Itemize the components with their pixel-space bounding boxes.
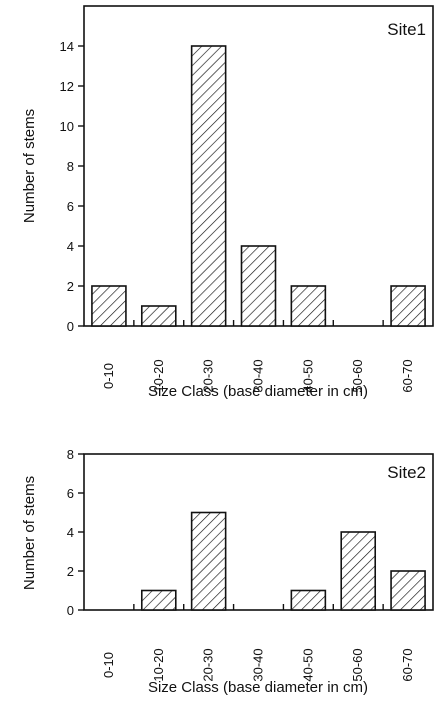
y-axis-label: Number of stems — [21, 476, 38, 590]
y-tick-label: 4 — [67, 525, 74, 540]
x-tick-label: 40-50 — [300, 359, 315, 392]
y-tick-label: 8 — [67, 159, 74, 174]
x-tick-label: 0-10 — [101, 652, 116, 678]
x-tick-label: 10-20 — [151, 648, 166, 681]
y-tick-label: 0 — [67, 603, 74, 618]
x-tick-label: 20-30 — [201, 359, 216, 392]
x-tick-label: 50-60 — [350, 359, 365, 392]
x-tick-label: 10-20 — [151, 359, 166, 392]
chart-panel-site2: 0 2 4 6 8 0-10 10-20 20-30 30-40 40-50 50-60 60-70… — [21, 447, 434, 696]
bar-0-10 — [91, 285, 127, 327]
x-tick-label: 30-40 — [251, 359, 266, 392]
x-tick-label: 60-70 — [400, 359, 415, 392]
x-tick-label: 30-40 — [251, 648, 266, 681]
bar-10-20 — [140, 305, 177, 327]
y-tick-label: 8 — [67, 447, 74, 462]
x-tick-label: 20-30 — [201, 648, 216, 681]
y-tick-label: 10 — [60, 119, 74, 134]
y-tick-label: 0 — [67, 319, 74, 334]
y-tick-label: 6 — [67, 199, 74, 214]
y-axis-label: Number of stems — [21, 109, 38, 223]
chart-title: Site2 — [387, 463, 426, 482]
y-tick-label: 12 — [60, 79, 74, 94]
x-axis-label: Size Class (base diameter in cm) — [148, 679, 368, 696]
x-tick-label: 60-70 — [400, 648, 415, 681]
y-tick-label: 2 — [67, 279, 74, 294]
y-tick-label: 2 — [67, 564, 74, 579]
y-tick-label: 6 — [67, 486, 74, 501]
bar-20-30 — [190, 511, 227, 611]
y-tick-label: 4 — [67, 239, 74, 254]
bar-60-70 — [390, 285, 426, 327]
bar-40-50 — [290, 285, 327, 327]
y-tick-label: 14 — [60, 39, 74, 54]
x-tick-label: 0-10 — [101, 363, 116, 389]
bar-20-30 — [190, 45, 227, 327]
x-tick-label: 50-60 — [350, 648, 365, 681]
chart-panel-site1: 0 2 4 6 8 10 12 14 0-10 10-20 20-30 30-40 40-50 50-6… — [21, 5, 434, 400]
bar-60-70 — [390, 570, 426, 611]
bar-30-40 — [240, 245, 277, 327]
bar-10-20 — [140, 589, 177, 611]
x-axis-label: Size Class (base diameter in cm) — [148, 383, 368, 400]
bar-50-60 — [340, 531, 377, 611]
plot-frame — [83, 453, 434, 611]
x-tick-label: 40-50 — [300, 648, 315, 681]
chart-title: Site1 — [387, 20, 426, 39]
bar-40-50 — [290, 589, 327, 611]
